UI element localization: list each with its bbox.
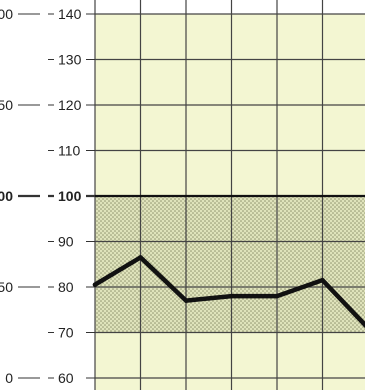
y-tick-label-bg [54, 323, 86, 342]
y-tick-label-bg [54, 50, 86, 69]
y-tick-label-bg [54, 369, 86, 387]
y-tick-label-bg [54, 278, 86, 296]
y-tick-label: 140 [58, 6, 82, 22]
y-tick-label: 100 [58, 188, 82, 204]
y-tick-label-bg [54, 141, 86, 160]
y-tick-label: 110 [58, 143, 81, 159]
series [92, 255, 365, 329]
data-point [92, 282, 98, 287]
data-point [320, 277, 325, 283]
data-point [229, 293, 234, 299]
y-tick-label-bg [54, 5, 86, 23]
y-tick-label: 60 [58, 370, 74, 386]
data-point [274, 293, 280, 299]
left-tick-label: 50 [0, 279, 13, 295]
y-tick-label-bg [54, 232, 86, 251]
left-tick-label: 0 [5, 370, 13, 386]
y-tick-label-bg [54, 187, 86, 205]
left-tick-label: 00 [0, 6, 13, 22]
y-tick-label-bg [54, 96, 86, 114]
left-tick-label: 00 [0, 188, 13, 204]
y-tick-label: 90 [58, 234, 74, 250]
data-point [183, 298, 189, 303]
y-tick-label: 70 [58, 325, 74, 341]
y-tick-label: 130 [58, 52, 82, 68]
grid [94, 0, 365, 390]
secondary-y-axis: 0 50 00 50 00 [0, 6, 40, 386]
y-tick-label: 120 [58, 97, 82, 113]
y-axis: 60 70 80 90 100 110 120 130 140 [48, 5, 95, 387]
left-tick-label: 50 [0, 97, 13, 113]
reference-band [95, 196, 365, 333]
data-point [138, 255, 143, 260]
y-tick-label: 80 [58, 279, 74, 295]
